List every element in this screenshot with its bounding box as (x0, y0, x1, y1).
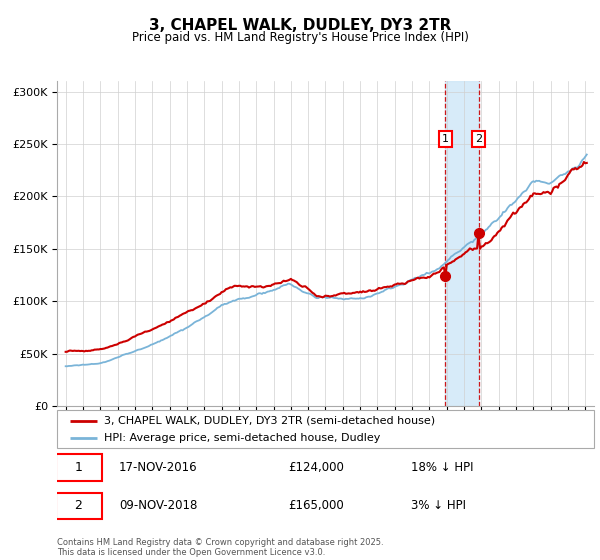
Text: 3, CHAPEL WALK, DUDLEY, DY3 2TR: 3, CHAPEL WALK, DUDLEY, DY3 2TR (149, 18, 451, 33)
Text: 1: 1 (442, 134, 449, 144)
Text: £165,000: £165,000 (288, 500, 344, 512)
Bar (445, 81, 479, 406)
Text: 2: 2 (475, 134, 482, 144)
Text: HPI: Average price, semi-detached house, Dudley: HPI: Average price, semi-detached house,… (104, 433, 380, 444)
Text: 18% ↓ HPI: 18% ↓ HPI (412, 461, 474, 474)
Text: £124,000: £124,000 (288, 461, 344, 474)
Text: 17-NOV-2016: 17-NOV-2016 (119, 461, 197, 474)
Text: 09-NOV-2018: 09-NOV-2018 (119, 500, 197, 512)
Text: 1: 1 (74, 461, 82, 474)
FancyBboxPatch shape (56, 454, 101, 480)
Text: Price paid vs. HM Land Registry's House Price Index (HPI): Price paid vs. HM Land Registry's House … (131, 31, 469, 44)
Text: Contains HM Land Registry data © Crown copyright and database right 2025.
This d: Contains HM Land Registry data © Crown c… (57, 538, 383, 557)
Text: 3% ↓ HPI: 3% ↓ HPI (412, 500, 466, 512)
Text: 2: 2 (74, 500, 82, 512)
FancyBboxPatch shape (56, 493, 101, 519)
FancyBboxPatch shape (57, 410, 594, 448)
Text: 3, CHAPEL WALK, DUDLEY, DY3 2TR (semi-detached house): 3, CHAPEL WALK, DUDLEY, DY3 2TR (semi-de… (104, 416, 436, 426)
